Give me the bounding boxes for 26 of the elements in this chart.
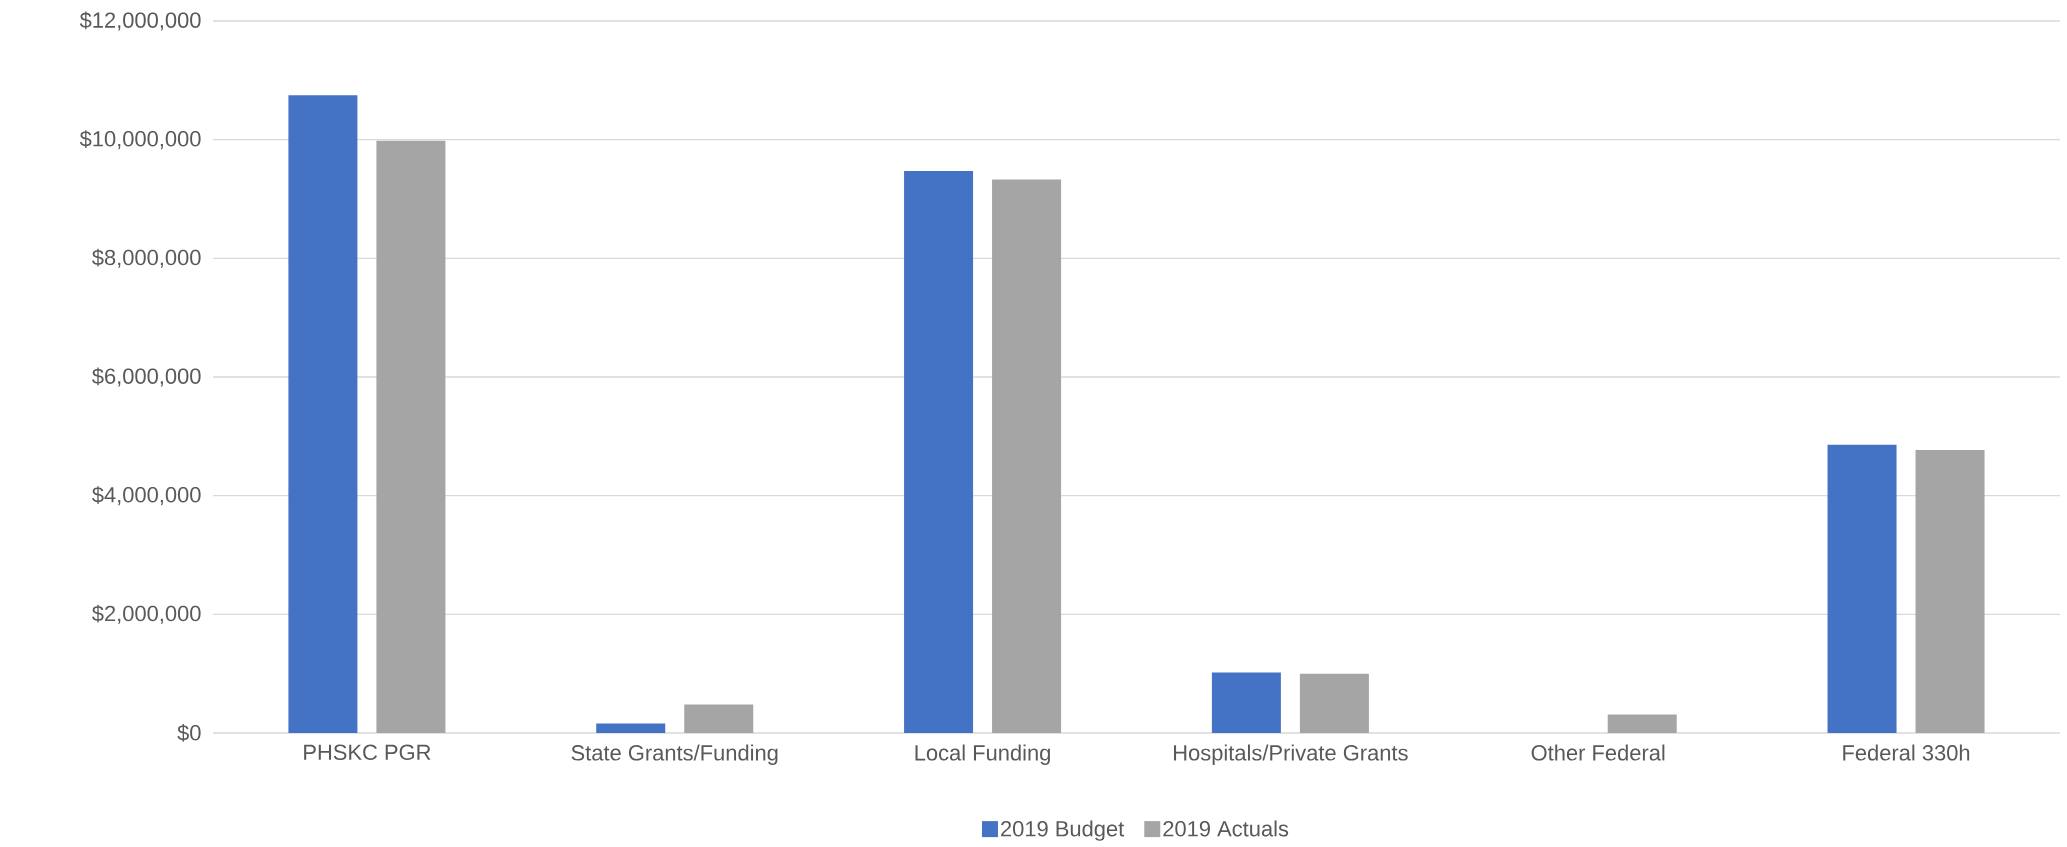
bar — [288, 95, 358, 733]
y-tick-label: $12,000,000 — [79, 11, 201, 31]
bar — [904, 171, 974, 733]
y-tick-label: $10,000,000 — [79, 130, 201, 150]
bar — [1827, 444, 1897, 733]
legend-label: 2019 Budget — [1001, 820, 1125, 841]
x-tick-label: Local Funding — [915, 744, 1050, 765]
y-tick-label: $4,000,000 — [92, 486, 201, 506]
bar — [1915, 449, 1985, 733]
x-tick-label: Hospitals/Private Grants — [1174, 744, 1408, 765]
x-tick-label: PHSKC PGR — [304, 744, 431, 761]
bar — [684, 704, 754, 733]
bar — [376, 140, 446, 733]
legend-label: 2019 Actuals — [1163, 820, 1289, 837]
y-tick-label: $2,000,000 — [92, 604, 201, 624]
x-tick-label: Other Federal — [1531, 744, 1665, 761]
bar — [1607, 714, 1677, 733]
x-tick-label: State Grants/Funding — [571, 744, 778, 765]
y-tick-label: $0 — [177, 724, 201, 742]
bar — [1211, 672, 1281, 733]
y-tick-label: $8,000,000 — [92, 248, 201, 268]
bar — [596, 723, 666, 733]
x-tick-label: Federal 330h — [1843, 744, 1970, 761]
y-tick-label: $6,000,000 — [92, 367, 201, 387]
bar — [992, 179, 1062, 733]
bar — [1299, 673, 1369, 733]
